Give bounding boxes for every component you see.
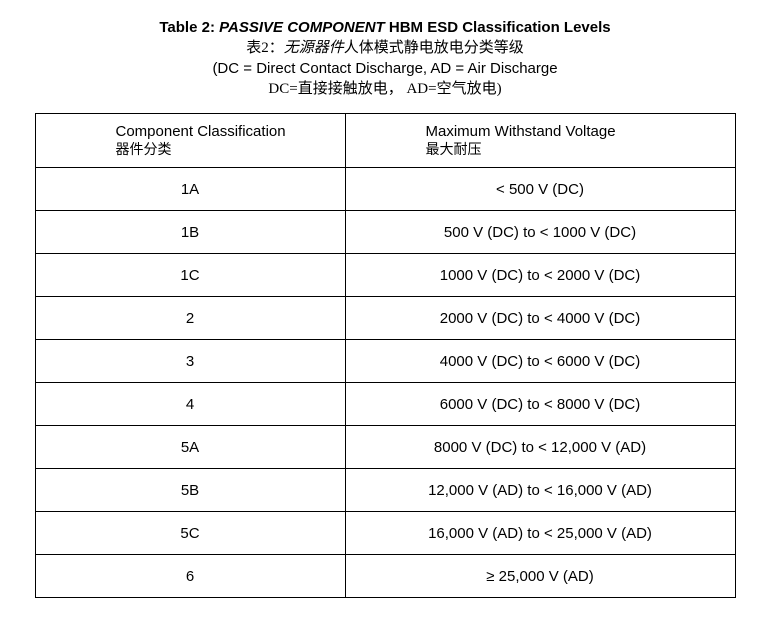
cell-voltage: 500 V (DC) to < 1000 V (DC) [345,211,735,254]
title-zh-prefix: 表2： [246,40,284,56]
cell-class: 5A [35,426,345,469]
col-header-voltage: Maximum Withstand Voltage 最大耐压 [345,114,735,168]
table-row: 1A < 500 V (DC) [35,168,735,211]
col-header-classification: Component Classification 器件分类 [35,114,345,168]
cell-voltage: 8000 V (DC) to < 12,000 V (AD) [345,426,735,469]
title-en-suffix: HBM ESD Classification Levels [385,19,611,36]
cell-class: 4 [35,383,345,426]
cell-voltage: ≥ 25,000 V (AD) [345,555,735,598]
table-header-row: Component Classification 器件分类 Maximum Wi… [35,114,735,168]
title-en-prefix: Table 2: [159,19,219,36]
col-header-voltage-en: Maximum Withstand Voltage [426,122,735,142]
subtitle-en: (DC = Direct Contact Discharge, AD = Air… [0,59,770,79]
title-block: Table 2: PASSIVE COMPONENT HBM ESD Class… [0,18,770,99]
cell-class: 2 [35,297,345,340]
cell-class: 1B [35,211,345,254]
col-header-classification-zh: 器件分类 [116,142,345,161]
cell-voltage: 12,000 V (AD) to < 16,000 V (AD) [345,469,735,512]
table-row: 3 4000 V (DC) to < 6000 V (DC) [35,340,735,383]
title-zh-suffix: 人体模式静电放电分类等级 [344,40,524,56]
cell-voltage: 1000 V (DC) to < 2000 V (DC) [345,254,735,297]
cell-class: 3 [35,340,345,383]
cell-voltage: 6000 V (DC) to < 8000 V (DC) [345,383,735,426]
table-row: 5A 8000 V (DC) to < 12,000 V (AD) [35,426,735,469]
col-header-voltage-zh: 最大耐压 [426,142,735,161]
cell-voltage: < 500 V (DC) [345,168,735,211]
page: Table 2: PASSIVE COMPONENT HBM ESD Class… [0,0,770,598]
cell-class: 1A [35,168,345,211]
title-en-italic: PASSIVE COMPONENT [219,19,385,36]
cell-class: 1C [35,254,345,297]
title-zh-italic: 无源器件 [284,40,344,56]
table-row: 4 6000 V (DC) to < 8000 V (DC) [35,383,735,426]
title-en: Table 2: PASSIVE COMPONENT HBM ESD Class… [0,18,770,38]
table-row: 1C 1000 V (DC) to < 2000 V (DC) [35,254,735,297]
cell-voltage: 16,000 V (AD) to < 25,000 V (AD) [345,512,735,555]
col-header-classification-en: Component Classification [116,122,345,142]
cell-class: 6 [35,555,345,598]
cell-voltage: 4000 V (DC) to < 6000 V (DC) [345,340,735,383]
table-row: 5C 16,000 V (AD) to < 25,000 V (AD) [35,512,735,555]
cell-voltage: 2000 V (DC) to < 4000 V (DC) [345,297,735,340]
cell-class: 5B [35,469,345,512]
table-row: 2 2000 V (DC) to < 4000 V (DC) [35,297,735,340]
table-row: 5B 12,000 V (AD) to < 16,000 V (AD) [35,469,735,512]
title-zh: 表2：无源器件人体模式静电放电分类等级 [0,38,770,58]
cell-class: 5C [35,512,345,555]
table-row: 6 ≥ 25,000 V (AD) [35,555,735,598]
table-row: 1B 500 V (DC) to < 1000 V (DC) [35,211,735,254]
table-body: 1A < 500 V (DC) 1B 500 V (DC) to < 1000 … [35,168,735,598]
classification-table: Component Classification 器件分类 Maximum Wi… [35,113,736,598]
subtitle-zh: DC=直接接触放电， AD=空气放电) [0,79,770,99]
